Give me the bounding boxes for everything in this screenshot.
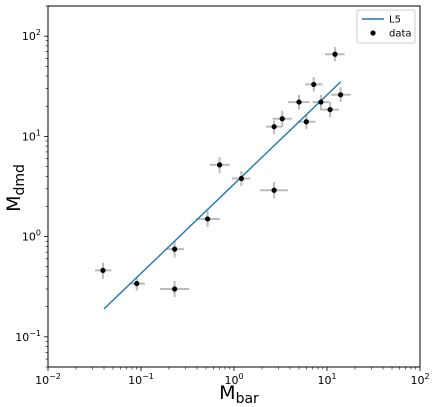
x-tick-label: 10−2	[35, 372, 61, 387]
y-tick-label-base: 10	[15, 331, 29, 344]
x-tick-label-base: 10	[224, 374, 238, 387]
data-point	[311, 81, 317, 88]
legend-data-swatch	[370, 30, 376, 36]
data-point	[303, 119, 309, 125]
x-axis-label-main: M	[219, 382, 235, 404]
data-point	[172, 246, 178, 252]
y-tick-label-exp: 0	[36, 229, 41, 238]
data-point	[134, 280, 140, 287]
legend-label-l5: L5	[389, 15, 401, 26]
x-tick-label-exp: 2	[424, 372, 429, 381]
y-axis-label-main: M	[3, 196, 25, 212]
y-tick-label: 10−1	[15, 329, 41, 344]
y-axis-label-sub: dmd	[12, 164, 28, 195]
y-tick-label-exp: 1	[36, 128, 41, 137]
y-tick-label-exp: 2	[36, 28, 41, 37]
y-tick-label: 101	[22, 128, 41, 143]
x-tick-label-base: 10	[128, 374, 142, 387]
x-tick-label-exp: −1	[142, 372, 154, 381]
data-point	[271, 187, 277, 193]
x-axis-label: Mbar	[219, 382, 259, 407]
data-point	[337, 92, 344, 98]
y-tick-label-base: 10	[22, 231, 36, 244]
data-point	[172, 286, 178, 292]
data-point	[204, 216, 211, 222]
data-point	[238, 175, 244, 182]
data-point	[332, 51, 338, 57]
fit-line-layer	[103, 81, 342, 310]
plot-frame	[47, 5, 421, 368]
x-tick-label: 100	[224, 372, 243, 387]
data-point	[318, 99, 324, 105]
y-tick-label-exp: −1	[29, 329, 41, 338]
x-axis-label-sub: bar	[236, 391, 259, 407]
y-tick-label: 100	[22, 229, 41, 244]
x-tick-label-exp: 1	[331, 372, 336, 381]
data-point	[296, 99, 302, 105]
x-tick-label: 101	[317, 372, 336, 387]
data-points	[100, 51, 344, 292]
x-tick-label-exp: −2	[49, 372, 61, 381]
y-tick-label-base: 10	[22, 30, 36, 43]
x-tick-label-base: 10	[410, 374, 424, 387]
x-tick-label-exp: 0	[238, 372, 243, 381]
x-tick-label-base: 10	[35, 374, 49, 387]
legend: L5 data	[356, 9, 416, 44]
data-point	[327, 107, 333, 113]
y-axis-label: Mdmd	[3, 164, 28, 212]
data-point	[279, 116, 285, 122]
fit-line-l5	[103, 81, 342, 310]
y-tick-label-base: 10	[22, 130, 36, 143]
x-tick-label: 10−1	[128, 372, 154, 387]
x-tick-label-base: 10	[317, 374, 331, 387]
data-point	[100, 267, 106, 274]
data-point	[271, 124, 277, 130]
y-tick-label: 102	[22, 28, 41, 43]
x-axis-ticks: 10−2 10−1 100 101 102	[35, 367, 430, 387]
data-point	[216, 162, 223, 168]
x-tick-label: 102	[410, 372, 429, 387]
legend-label-data: data	[389, 29, 412, 40]
